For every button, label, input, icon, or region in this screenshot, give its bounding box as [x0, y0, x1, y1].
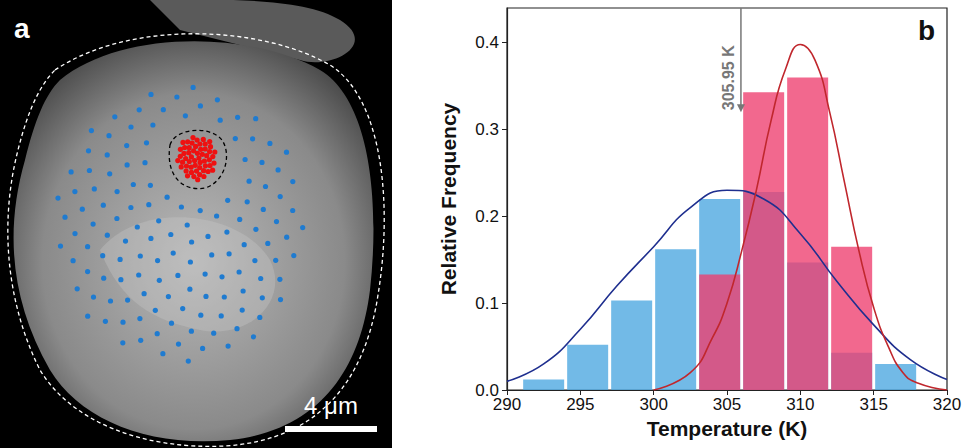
svg-text:300: 300 — [639, 395, 667, 414]
svg-text:a: a — [14, 13, 30, 44]
svg-text:305: 305 — [713, 395, 741, 414]
svg-text:0.4: 0.4 — [475, 33, 499, 52]
svg-text:295: 295 — [566, 395, 594, 414]
svg-text:Relative Frequency: Relative Frequency — [437, 102, 460, 295]
svg-text:4 μm: 4 μm — [304, 392, 358, 419]
svg-text:305.95 K: 305.95 K — [720, 45, 737, 110]
svg-text:0.1: 0.1 — [475, 294, 499, 313]
svg-text:0.3: 0.3 — [475, 120, 499, 139]
svg-text:315: 315 — [859, 395, 887, 414]
svg-text:0.2: 0.2 — [475, 207, 499, 226]
svg-text:290: 290 — [493, 395, 521, 414]
svg-text:0.0: 0.0 — [475, 380, 499, 400]
svg-text:Temperature (K): Temperature (K) — [647, 417, 808, 440]
svg-text:310: 310 — [786, 395, 814, 414]
svg-text:320: 320 — [933, 395, 961, 414]
svg-text:b: b — [918, 15, 935, 46]
